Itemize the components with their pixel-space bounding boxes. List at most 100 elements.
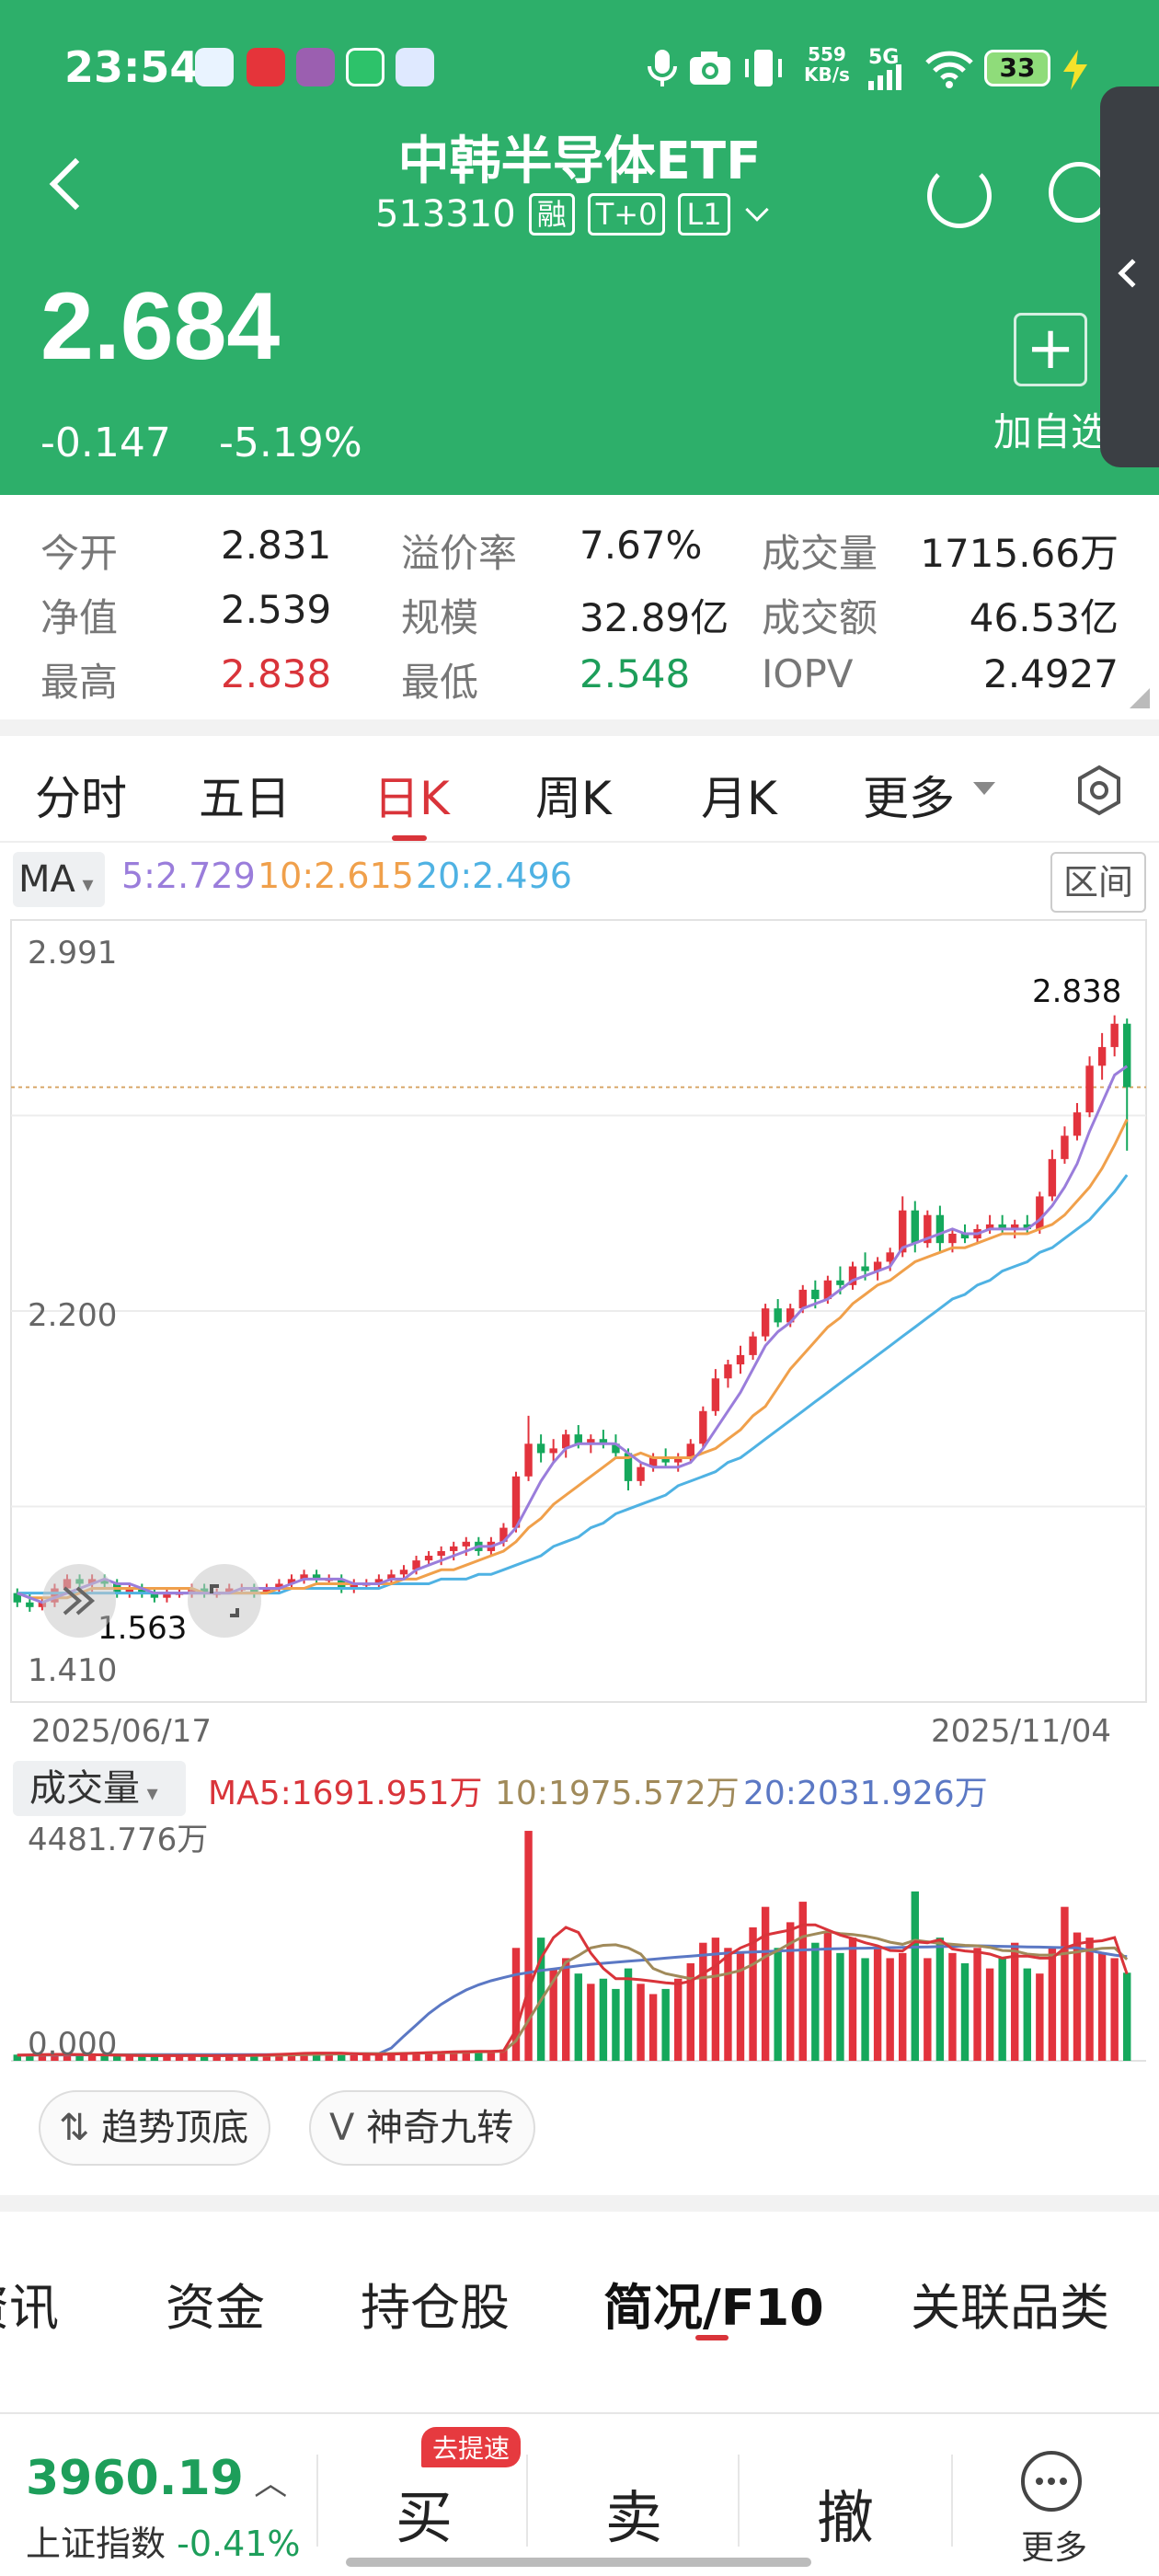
candle-body [424,1556,433,1561]
volume-bar [300,2053,308,2061]
volume-bar [549,1968,557,2061]
ma5-value: 5:2.729 [121,856,256,896]
y-axis-bottom: 1.410 [28,1652,118,1689]
volume-bar [150,2055,159,2061]
candle-body [574,1434,582,1444]
candle-body [275,1583,283,1589]
side-drawer-tab[interactable] [1100,86,1159,467]
volume-bar [1073,1932,1082,2061]
volume-bar [275,2053,283,2061]
quote-stats: 今开 2.831 溢价率 7.67% 成交量 1715.66万 净值 2.539… [0,495,1159,716]
candle-body [811,1289,820,1300]
page-title: 中韩半导体ETF [397,132,762,191]
add-watchlist-button[interactable]: + [1014,313,1087,386]
tab-five-day[interactable]: 五日 [199,772,291,825]
index-value[interactable]: 3960.19 ︿ [26,2451,287,2506]
fullscreen-button[interactable] [188,1564,261,1638]
magic-nine-button[interactable]: ᐯ 神奇九转 [309,2090,536,2166]
candle-body [163,1593,171,1598]
ma20-value: 20:2.496 [416,856,572,896]
tab-news[interactable]: 资讯 [0,2279,59,2337]
candle-body [998,1224,1006,1229]
iopv-value: 2.4927 [983,651,1119,696]
scale-label: 规模 [401,595,479,640]
vibrate-icon [745,50,782,86]
fullscreen-icon [210,1584,239,1617]
updown-arrows-icon: ⇅ [59,2107,102,2149]
tab-fund-flow[interactable]: 资金 [166,2279,265,2337]
volume-bar [188,2054,196,2061]
volume-bar [998,1958,1006,2061]
security-code: 513310 [375,193,516,236]
expand-corner-icon[interactable] [1128,686,1152,710]
volume-bar [250,2054,258,2061]
candle-body [924,1214,932,1244]
trend-top-bottom-button[interactable]: ⇅ 趋势顶底 [39,2090,271,2166]
candle-body [724,1364,732,1379]
tab-holdings[interactable]: 持仓股 [361,2279,510,2337]
speed-badge: 去提速 [421,2427,522,2467]
home-indicator[interactable] [346,2558,811,2567]
volume-indicator-selector[interactable]: 成交量 ▾ [13,1761,186,1816]
wifi-icon [925,51,973,88]
volume-bar [175,2055,184,2061]
sell-button[interactable]: 卖 [605,2484,663,2551]
candle-body [1023,1224,1031,1229]
volume-bar [798,1902,807,2061]
settings-icon[interactable] [1073,764,1126,817]
volume-bar [574,1973,582,2061]
security-code-row[interactable]: 513310 融 T+0 L1 [375,193,769,236]
ma-indicator-selector[interactable]: MA ▾ [13,852,105,907]
volume-bar [362,2054,371,2061]
tab-more[interactable]: 更多 [863,772,955,825]
date-start: 2025/06/17 [31,1713,212,1750]
volume-bar [237,2054,246,2061]
tab-intraday[interactable]: 分时 [35,772,127,825]
range-button[interactable]: 区间 [1050,852,1146,913]
candle-body [899,1210,907,1253]
candle-body [549,1448,557,1454]
app-notification-icon [247,48,285,86]
kline-chart[interactable] [0,916,1159,2076]
candle-body [711,1378,720,1411]
ma10-value: 10:2.615 [258,856,414,896]
buy-button[interactable]: 买 [396,2484,453,2551]
candle-body [524,1443,533,1477]
volume-bar [412,2052,420,2061]
volume-bar [450,2051,458,2061]
tab-weekly-k[interactable]: 周K [535,772,612,825]
volume-bar [562,1958,570,2061]
tab-monthly-k[interactable]: 月K [701,772,777,825]
divider [951,2455,953,2547]
volume-bar [424,2051,433,2061]
add-watchlist-label[interactable]: 加自选 [993,409,1110,454]
volume-bar [1085,1938,1094,2061]
refresh-icon[interactable] [927,164,992,228]
candle-body [886,1252,894,1262]
t0-tag: T+0 [587,193,666,236]
net-speed-value: 559 [808,43,846,65]
volume-bar [985,1968,994,2061]
tab-daily-k[interactable]: 日K [373,772,450,825]
candle-body [699,1410,707,1444]
candle-body [624,1453,633,1481]
more-icon[interactable] [1021,2451,1082,2512]
divider [316,2455,318,2547]
tab-related[interactable]: 关联品类 [911,2279,1109,2337]
volume-bar [786,1922,795,2061]
net-speed-unit: KB/s [804,63,850,86]
scroll-left-button[interactable] [42,1564,116,1638]
volume-bar [811,1942,820,2061]
open-label: 今开 [40,531,119,576]
volume-bar [637,1984,645,2061]
more-label[interactable]: 更多 [1021,2529,1088,2567]
ma-label: MA [18,858,75,901]
cancel-order-button[interactable]: 撤 [817,2484,875,2551]
vol-ma20-line [17,1944,1128,2057]
price-change: -0.147 [40,420,171,466]
volume-bar [648,1994,658,2061]
tab-profile-f10[interactable]: 简况/F10 [603,2279,824,2337]
volume-bar [587,1984,595,2061]
volume-bar [499,2049,508,2061]
candle-body [1073,1112,1082,1136]
